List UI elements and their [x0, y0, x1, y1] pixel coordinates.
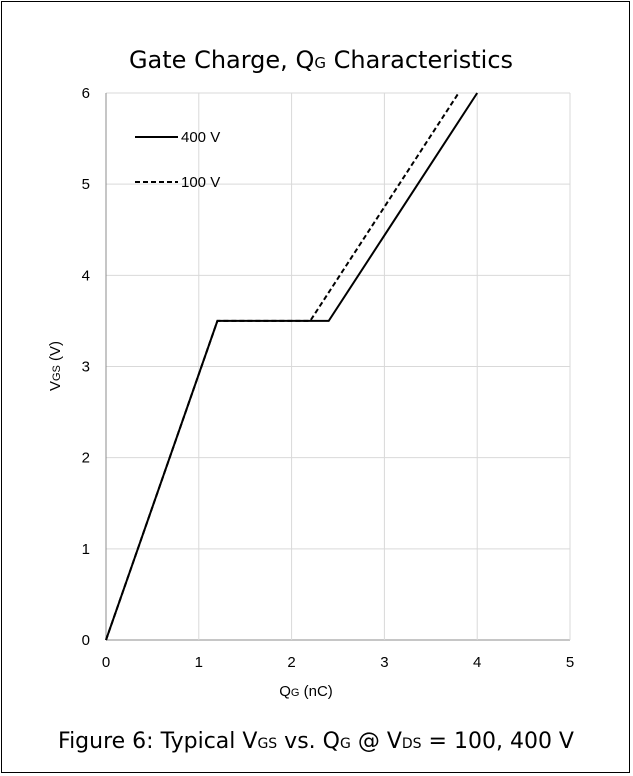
x-tick-label: 3 — [380, 654, 388, 671]
y-tick-label: 0 — [82, 632, 90, 649]
chart-title: Gate Charge, QG Characteristics — [129, 46, 513, 74]
series-lines — [105, 92, 479, 641]
y-tick-labels: 0 1 2 3 4 5 6 — [82, 85, 90, 649]
legend-label-100v: 100 V — [181, 174, 220, 191]
x-tick-label: 2 — [287, 654, 295, 671]
series-line-400v — [105, 92, 479, 641]
legend-label-400v: 400 V — [181, 129, 220, 146]
y-tick-label: 5 — [82, 176, 90, 193]
x-tick-label: 0 — [102, 654, 110, 671]
y-tick-label: 4 — [82, 267, 90, 284]
x-tick-labels: 0 1 2 3 4 5 — [102, 654, 574, 671]
x-tick-label: 1 — [195, 654, 203, 671]
grid-lines — [105, 92, 571, 641]
x-tick-label: 4 — [473, 654, 481, 671]
y-tick-label: 3 — [82, 359, 90, 376]
y-tick-label: 2 — [82, 450, 90, 467]
x-axis-label: QG (nC) — [279, 683, 333, 700]
y-axis-label: VGS (V) — [47, 341, 64, 391]
y-tick-label: 6 — [82, 85, 90, 102]
y-tick-label: 1 — [82, 541, 90, 558]
figure-caption: Figure 6: Typical VGS vs. QG @ VDS = 100… — [58, 729, 574, 754]
x-tick-label: 5 — [566, 654, 574, 671]
legend: 400 V 100 V — [135, 129, 220, 191]
